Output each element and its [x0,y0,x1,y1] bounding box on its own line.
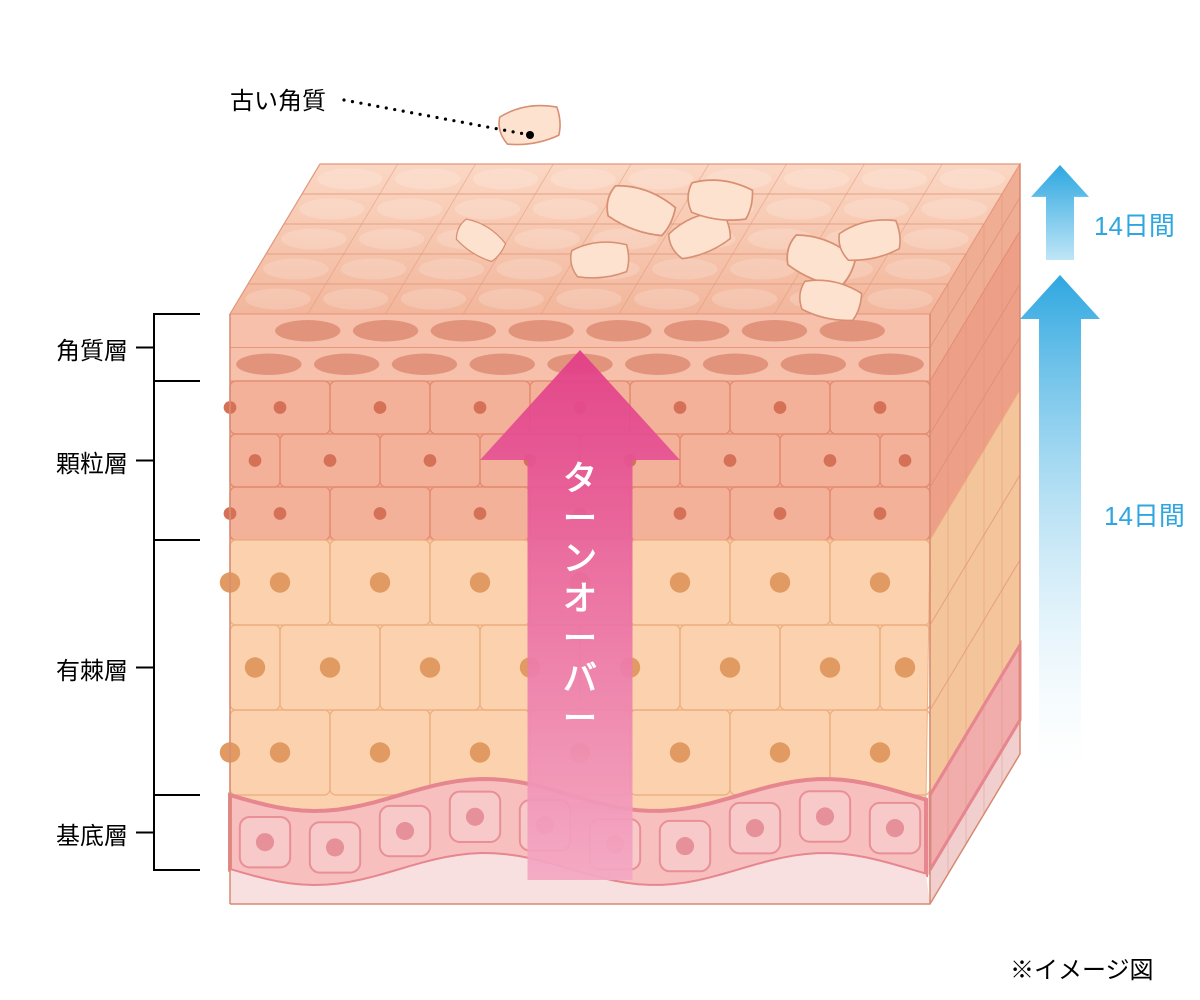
turnover-arrow-label: ン [563,540,597,578]
diagram-stage: ターンオーバー 角質層 顆粒層 有棘層 基底層 古い角質 14日間 14日間 ※… [0,0,1200,1000]
turnover-arrow-label: ー [563,700,597,738]
bracket-spinous [136,540,200,795]
diagram-svg: ターンオーバー [0,0,1200,1000]
label-stratum-corneum: 角質層 [56,331,128,366]
turnover-arrow-label: バ [563,660,597,698]
footnote: ※イメージ図 [1010,950,1154,985]
label-basal: 基底層 [56,816,128,851]
label-spinous: 有棘層 [56,651,128,686]
turnover-arrow-label: オ [563,580,597,618]
turnover-arrow-label: タ [563,460,597,498]
label-dead-skin: 古い角質 [230,81,326,116]
turnover-arrow-label: ー [563,620,597,658]
bracket-basal [136,795,200,870]
label-duration-lower: 14日間 [1104,496,1185,533]
bracket-stratum_corneum [136,314,200,381]
duration-arrow [1020,275,1100,770]
skin-flake [496,101,563,150]
duration-arrow [1031,165,1089,260]
bracket-granular [136,381,200,540]
label-duration-upper: 14日間 [1094,206,1175,243]
turnover-arrow-label: ー [563,500,597,538]
leader-end-dot [526,131,534,139]
label-granular: 顆粒層 [56,444,128,479]
